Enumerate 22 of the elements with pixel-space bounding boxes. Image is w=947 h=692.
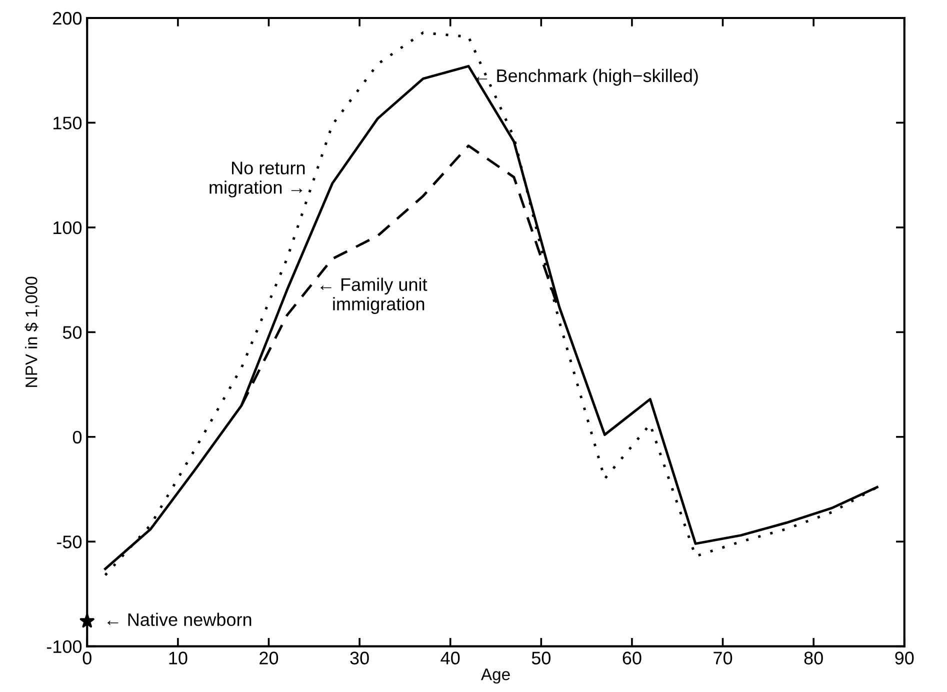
x-axis-title: Age bbox=[480, 668, 510, 684]
x-tick-label: 50 bbox=[532, 652, 550, 664]
x-tick-label: 70 bbox=[714, 652, 732, 664]
y-tick-label: 150 bbox=[54, 116, 82, 130]
y-tick-label: 0 bbox=[72, 430, 82, 444]
x-tick-label: 20 bbox=[260, 652, 278, 664]
x-tick-label: 30 bbox=[350, 652, 369, 664]
y-tick-label: 50 bbox=[62, 326, 82, 339]
x-tick-label: 80 bbox=[804, 652, 823, 664]
y-tick-label: -50 bbox=[56, 536, 82, 548]
x-tick-label: 0 bbox=[82, 652, 92, 664]
x-tick-label: 90 bbox=[895, 652, 914, 664]
y-tick-label: 100 bbox=[54, 221, 82, 234]
annotation: No return migration → bbox=[210, 162, 305, 198]
annotation: ← Native newborn bbox=[107, 612, 252, 626]
y-tick-label: 200 bbox=[53, 12, 82, 25]
x-tick-label: 60 bbox=[622, 652, 642, 664]
y-tick-label: -100 bbox=[46, 640, 82, 654]
x-tick-label: 10 bbox=[169, 652, 188, 664]
annotation: ← Family unit immigration bbox=[320, 278, 428, 314]
y-axis-title: NPV in $ 1,000 bbox=[24, 276, 40, 387]
x-tick-label: 40 bbox=[440, 652, 460, 664]
